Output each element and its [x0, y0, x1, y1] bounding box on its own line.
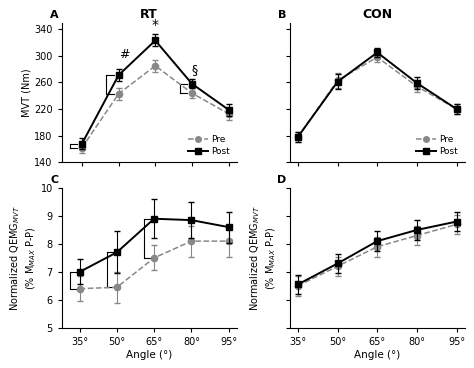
- Title: RT: RT: [140, 8, 158, 21]
- Text: B: B: [278, 10, 286, 20]
- Text: #: #: [118, 48, 129, 61]
- Y-axis label: Normalized QEMG$_{{MVT}}$
(% M$_{{MAX}}$ P-P): Normalized QEMG$_{{MVT}}$ (% M$_{{MAX}}$…: [9, 205, 38, 311]
- Text: D: D: [277, 175, 286, 185]
- X-axis label: Angle (°): Angle (°): [354, 350, 401, 360]
- Title: CON: CON: [362, 8, 392, 21]
- Text: C: C: [50, 175, 58, 185]
- Legend: Pre, Post: Pre, Post: [186, 134, 232, 158]
- Y-axis label: MVT (Nm): MVT (Nm): [21, 68, 31, 117]
- Text: A: A: [50, 10, 58, 20]
- Text: *: *: [152, 18, 159, 32]
- Y-axis label: Normalized QEMG$_{{MVT}}$
(% M$_{{MAX}}$ P-P): Normalized QEMG$_{{MVT}}$ (% M$_{{MAX}}$…: [249, 205, 278, 311]
- X-axis label: Angle (°): Angle (°): [126, 350, 172, 360]
- Text: §: §: [192, 63, 198, 76]
- Legend: Pre, Post: Pre, Post: [414, 134, 460, 158]
